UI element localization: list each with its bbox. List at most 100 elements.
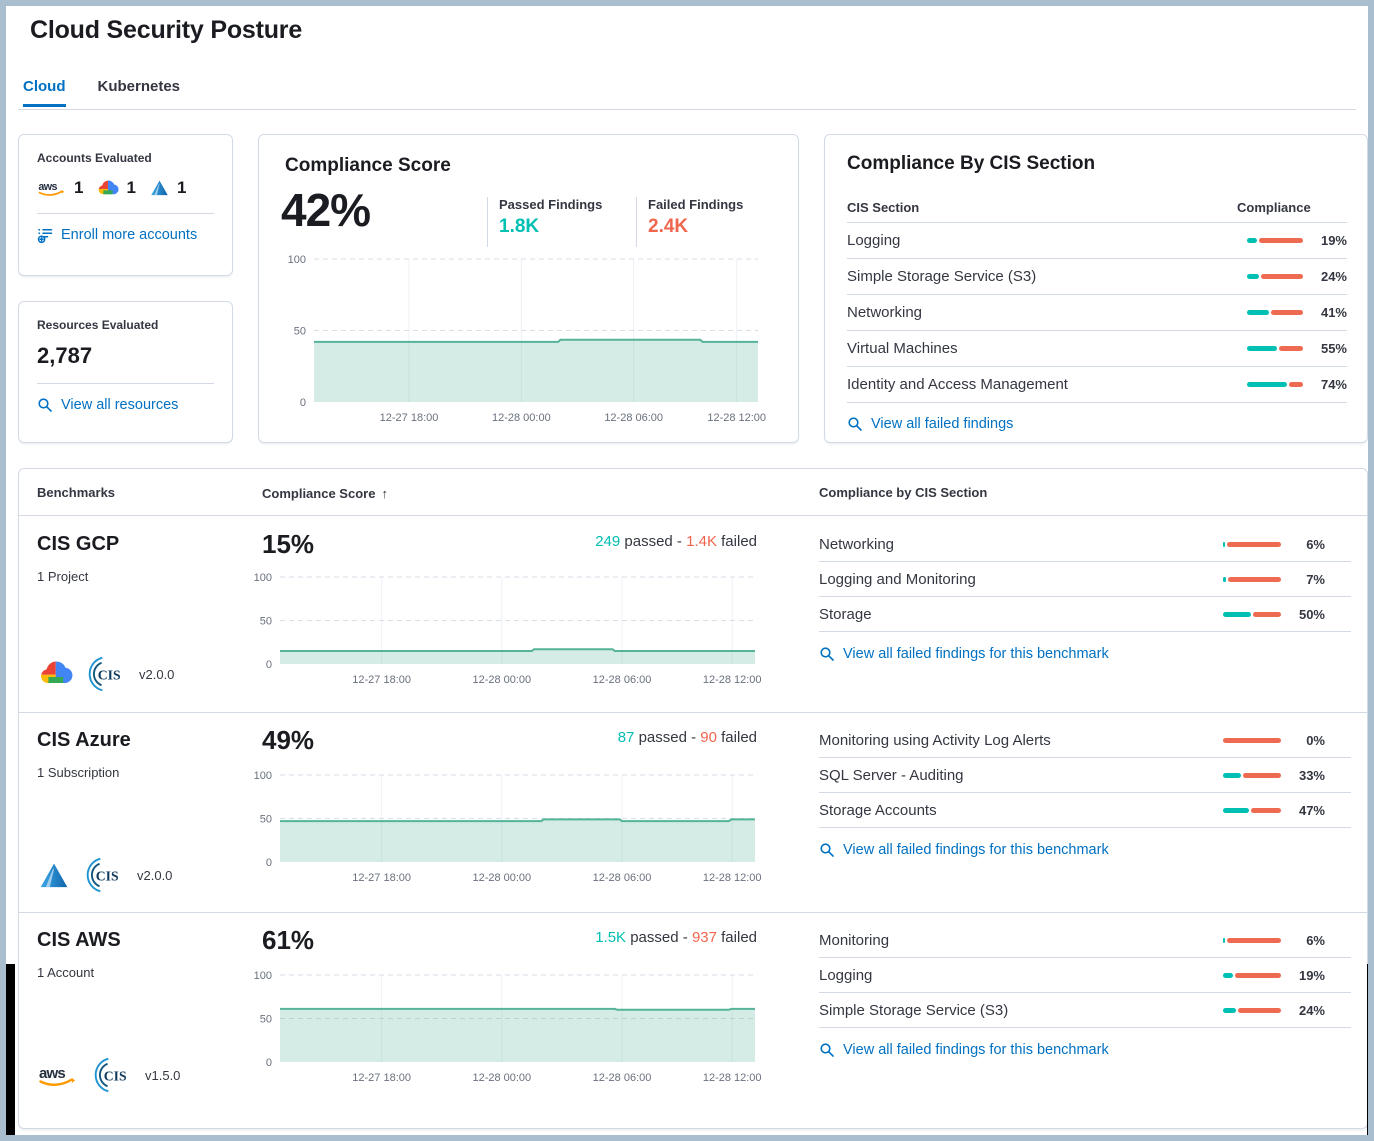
svg-text:0: 0 <box>266 857 272 869</box>
resources-count: 2,787 <box>37 343 93 368</box>
enroll-more-accounts-link[interactable]: Enroll more accounts <box>37 227 197 243</box>
svg-text:12-28 06:00: 12-28 06:00 <box>593 872 652 884</box>
cis-aws-trend-chart: 12-27 18:00 12-28 00:00 12-28 06:00 12-28 1… <box>240 969 763 1088</box>
tab-cloud[interactable]: Cloud <box>23 78 66 107</box>
section-row: Logging 19% <box>819 958 1351 993</box>
aws-icon: aws <box>39 1065 76 1086</box>
benchmark-row-cis-azure: CIS Azure 1 Subscription CIS v2.0.0 49% … <box>19 712 1368 913</box>
failed-findings-value: 2.4K <box>648 216 689 237</box>
view-all-failed-findings-link[interactable]: View all failed findings <box>847 416 1013 432</box>
search-icon <box>820 843 834 857</box>
failed-count: 1.4K <box>686 533 717 550</box>
svg-text:12-28 12:00: 12-28 12:00 <box>703 872 762 884</box>
col-compliance-score-sort[interactable]: Compliance Score ↑ <box>262 485 388 503</box>
failed-findings-label: Failed Findings <box>648 197 744 212</box>
cis-row-pct: 19% <box>1320 233 1347 248</box>
svg-text:12-28 12:00: 12-28 12:00 <box>703 1072 762 1084</box>
view-all-resources-link[interactable]: View all resources <box>37 397 178 413</box>
passed-count: 249 <box>595 533 621 550</box>
section-name: Monitoring <box>819 931 890 949</box>
section-row: Logging and Monitoring 7% <box>819 562 1351 597</box>
section-name: Storage Accounts <box>819 801 937 819</box>
section-pct: 7% <box>1306 571 1325 587</box>
svg-text:100: 100 <box>254 572 272 584</box>
svg-text:100: 100 <box>254 770 272 782</box>
page-title: Cloud Security Posture <box>30 16 303 44</box>
aws-icon: aws <box>38 181 65 196</box>
benchmark-row-cis-aws: CIS AWS 1 Account aws CIS v1.5.0 61% 1.5… <box>19 912 1368 1113</box>
window-bottom-frame <box>15 1137 1367 1141</box>
cis-row-iam: Identity and Access Management 74% <box>847 367 1347 403</box>
cis-row-pct: 41% <box>1320 305 1347 320</box>
gcp-icon <box>99 180 120 194</box>
svg-text:12-27 18:00: 12-27 18:00 <box>380 412 439 424</box>
failed-count: 90 <box>700 729 717 746</box>
section-row: Networking 6% <box>819 527 1351 562</box>
benchmark-name: CIS Azure <box>37 729 131 751</box>
svg-text:12-28 06:00: 12-28 06:00 <box>604 412 663 424</box>
svg-text:0: 0 <box>266 1057 272 1069</box>
tab-kubernetes[interactable]: Kubernetes <box>97 78 181 95</box>
benchmark-version: v2.0.0 <box>137 867 173 883</box>
compliance-score-card: Compliance Score 42% Passed Findings 1.8… <box>258 134 799 443</box>
benchmark-score: 49% <box>262 725 315 755</box>
view-failed-findings-benchmark-link[interactable]: View all failed findings for this benchm… <box>819 1042 1109 1058</box>
svg-text:50: 50 <box>294 326 306 338</box>
section-pct: 19% <box>1298 967 1325 983</box>
svg-text:12-27 18:00: 12-27 18:00 <box>352 674 411 686</box>
gcp-count: 1 <box>126 178 136 197</box>
svg-text:100: 100 <box>288 254 306 266</box>
col-compliance-by-cis: Compliance by CIS Section <box>819 485 988 500</box>
compliance-score-chart: 12-27 18:00 12-28 00:00 12-28 06:00 12-28 1… <box>274 253 766 428</box>
compliance-bar <box>1223 772 1281 778</box>
view-failed-findings-benchmark-link[interactable]: View all failed findings for this benchm… <box>819 842 1109 858</box>
cis-row-pct: 55% <box>1320 341 1347 356</box>
svg-text:CIS: CIS <box>104 1068 127 1083</box>
benchmark-row-cis-gcp: CIS GCP 1 Project CIS v2.0.0 15% 249 pas… <box>19 517 1368 712</box>
svg-text:100: 100 <box>254 970 272 982</box>
cis-row-s3: Simple Storage Service (S3) 24% <box>847 259 1347 295</box>
compliance-score-title: Compliance Score <box>285 155 451 176</box>
section-row: SQL Server - Auditing 33% <box>819 758 1351 793</box>
failed-findings-link-label: View all failed findings <box>871 416 1014 432</box>
screen-edge-black-bottom <box>6 1135 1374 1141</box>
enroll-link-label: Enroll more accounts <box>61 227 198 243</box>
sort-asc-icon: ↑ <box>381 486 388 501</box>
passed-failed-summary: 1.5K passed - 937 failed <box>595 929 757 946</box>
cis-row-name: Networking <box>847 304 923 321</box>
cis-logo-icon: CIS <box>86 857 119 893</box>
passed-failed-summary: 87 passed - 90 failed <box>617 729 757 746</box>
accounts-evaluated-card: Accounts Evaluated aws 1 1 1 Enroll more… <box>18 134 233 276</box>
cis-logo-icon: CIS <box>94 1057 127 1093</box>
cis-logo-icon: CIS <box>88 656 121 692</box>
accounts-card-title: Accounts Evaluated <box>37 151 152 165</box>
stat-divider-1 <box>487 197 488 247</box>
section-name: Logging <box>819 966 873 984</box>
section-pct: 47% <box>1298 802 1325 818</box>
cis-row-name: Identity and Access Management <box>847 376 1068 393</box>
passed-count: 87 <box>617 729 635 746</box>
compliance-bar <box>1247 346 1303 351</box>
svg-text:12-28 12:00: 12-28 12:00 <box>703 674 762 686</box>
section-name: Monitoring using Activity Log Alerts <box>819 731 1051 749</box>
screen-edge-black-right <box>1367 964 1368 1135</box>
cis-row-pct: 24% <box>1320 269 1347 284</box>
cis-row-name: Logging <box>847 232 901 249</box>
cis-row-networking: Networking 41% <box>847 295 1347 331</box>
section-pct: 6% <box>1306 932 1325 948</box>
section-row: Simple Storage Service (S3) 24% <box>819 993 1351 1028</box>
cis-row-pct: 74% <box>1320 377 1347 392</box>
compliance-bar <box>1223 611 1281 617</box>
section-row: Storage 50% <box>819 597 1351 632</box>
compliance-bar <box>1223 541 1281 547</box>
benchmarks-card: Benchmarks Compliance Score ↑ Compliance … <box>18 468 1368 1129</box>
section-name: Storage <box>819 605 872 623</box>
aws-count: 1 <box>74 178 84 197</box>
svg-text:12-28 06:00: 12-28 06:00 <box>593 1072 652 1084</box>
view-failed-findings-benchmark-link[interactable]: View all failed findings for this benchm… <box>819 646 1109 662</box>
compliance-bar <box>1247 238 1303 243</box>
benchmark-name: CIS GCP <box>37 533 120 555</box>
compliance-bar <box>1247 310 1303 315</box>
col-benchmarks: Benchmarks <box>37 485 116 500</box>
compliance-bar <box>1223 937 1281 943</box>
